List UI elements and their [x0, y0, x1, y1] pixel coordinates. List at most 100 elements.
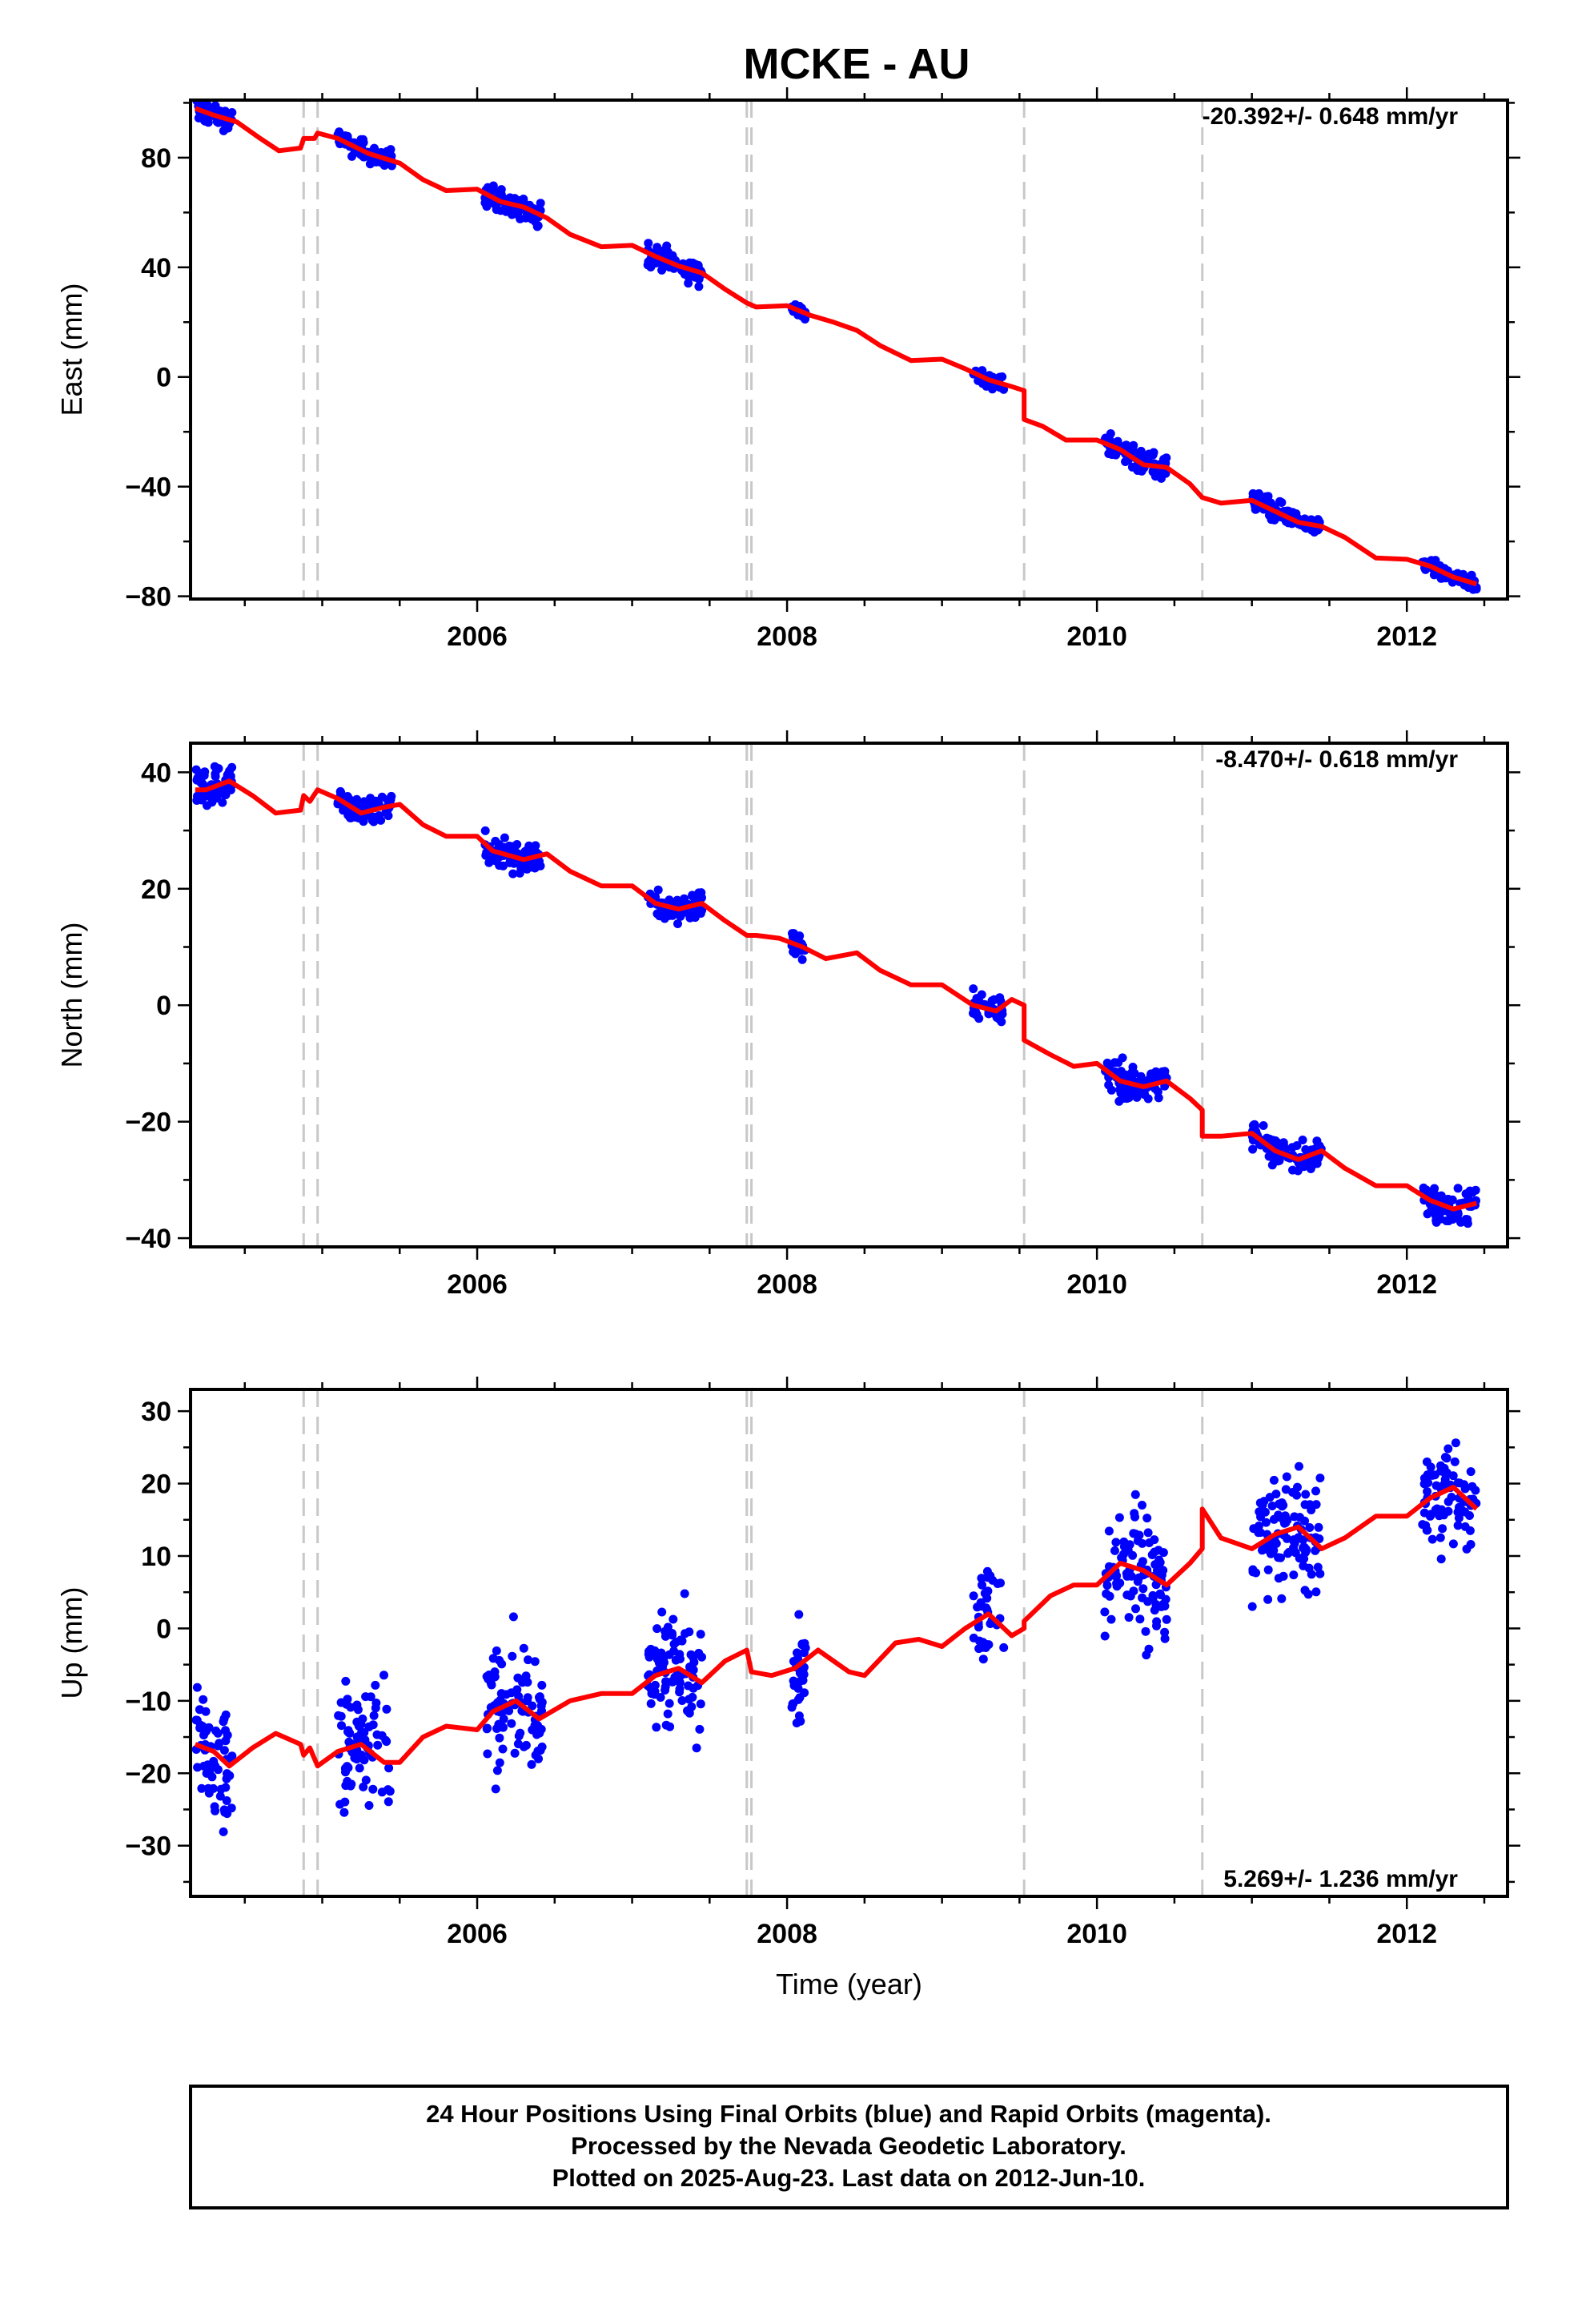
data-point [219, 126, 228, 135]
data-point [1131, 1604, 1140, 1614]
data-point [997, 1017, 1006, 1027]
data-point [1154, 1093, 1163, 1103]
data-point [1288, 1488, 1297, 1497]
data-point [496, 1695, 505, 1705]
data-point [1114, 1096, 1124, 1106]
data-point [978, 1580, 986, 1590]
data-point [1160, 1634, 1170, 1643]
data-point [1298, 1136, 1307, 1144]
data-point [515, 868, 524, 878]
data-point [1134, 1573, 1144, 1582]
data-point [1138, 1501, 1146, 1510]
y-tick-label: 40 [141, 758, 171, 788]
data-point [1100, 1631, 1110, 1641]
data-point [356, 1751, 366, 1759]
data-point [977, 990, 986, 999]
data-point [1110, 1546, 1119, 1555]
data-point [1436, 1191, 1446, 1200]
data-point [1269, 1546, 1279, 1555]
data-point [1276, 1553, 1285, 1562]
data-point [1461, 1189, 1471, 1199]
data-point [675, 1650, 685, 1659]
y-tick-label: 20 [141, 1470, 171, 1500]
data-point [508, 1651, 517, 1661]
data-point [673, 919, 682, 928]
data-point [1430, 1184, 1439, 1193]
x-ticks: 2006 2008 2010 2012 [243, 87, 1486, 652]
data-point [535, 1728, 544, 1738]
data-point [209, 1756, 219, 1766]
data-point [1255, 1528, 1265, 1538]
data-point [1282, 1472, 1291, 1482]
data-point [787, 1703, 797, 1712]
data-point [1453, 1209, 1463, 1219]
data-point [1127, 1068, 1137, 1076]
data-point [1154, 1546, 1163, 1555]
data-point [656, 1693, 665, 1702]
data-point [531, 1720, 540, 1729]
data-point [1146, 1074, 1156, 1084]
data-point [1258, 1546, 1267, 1555]
data-point [1142, 1651, 1151, 1660]
y-tick-label: 40 [141, 253, 171, 283]
y-tick-label: 0 [156, 991, 171, 1021]
data-point [499, 861, 508, 870]
data-point [527, 215, 536, 224]
x-axis-label: Time (year) [776, 1968, 922, 2000]
data-point [200, 767, 210, 777]
data-point [339, 1807, 349, 1817]
data-point [219, 1714, 229, 1723]
data-point [1255, 1498, 1265, 1508]
data-point [494, 840, 504, 849]
data-point [1453, 1478, 1463, 1488]
data-point [1292, 1141, 1302, 1150]
data-point [1301, 1490, 1311, 1499]
data-point [1259, 1121, 1268, 1130]
data-point [519, 1643, 528, 1653]
data-point [1454, 1514, 1464, 1523]
data-point [1423, 1487, 1432, 1496]
data-point [219, 1746, 229, 1755]
data-point [1466, 1467, 1476, 1477]
data-point [1251, 1568, 1261, 1578]
data-point [1419, 1479, 1429, 1489]
data-point [371, 1699, 381, 1707]
data-point [1289, 1535, 1299, 1545]
data-point [223, 1769, 231, 1779]
data-point [1279, 1518, 1289, 1528]
data-point [1119, 1542, 1129, 1551]
data-point [1462, 1544, 1472, 1554]
data-point [1288, 1165, 1297, 1175]
rate-annotation: -20.392+/- 0.648 mm/yr [1203, 103, 1459, 130]
data-point [1311, 1486, 1320, 1496]
data-point [689, 1665, 698, 1675]
data-point [376, 815, 386, 825]
data-point [799, 1648, 809, 1658]
data-point [1302, 1158, 1311, 1168]
data-point [510, 1748, 520, 1758]
step-lines [302, 743, 1204, 1247]
data-point [1277, 1594, 1287, 1603]
data-point [1106, 429, 1115, 438]
data-point [191, 1715, 201, 1725]
x-tick-label: 2012 [1376, 621, 1437, 652]
data-point [1453, 1521, 1463, 1530]
data-point [1281, 1485, 1291, 1494]
data-point [999, 1642, 1009, 1652]
data-point [483, 1749, 492, 1759]
x-tick-label: 2010 [1066, 1919, 1127, 1949]
data-point [1269, 1475, 1279, 1485]
data-point [1442, 1454, 1452, 1463]
data-point [1446, 1215, 1456, 1224]
data-point [496, 1723, 506, 1732]
y-tick-label: −40 [125, 472, 171, 503]
data-point [1436, 1554, 1446, 1564]
data-point [1274, 1574, 1283, 1583]
data-point [652, 243, 662, 252]
data-point [223, 770, 232, 780]
y-ticks: 30 20 10 0 −10 −20 −30 [125, 1397, 1520, 1884]
data-point [486, 1679, 496, 1688]
data-point [1149, 448, 1158, 457]
data-point [1447, 1493, 1456, 1502]
data-point [1162, 1614, 1171, 1624]
